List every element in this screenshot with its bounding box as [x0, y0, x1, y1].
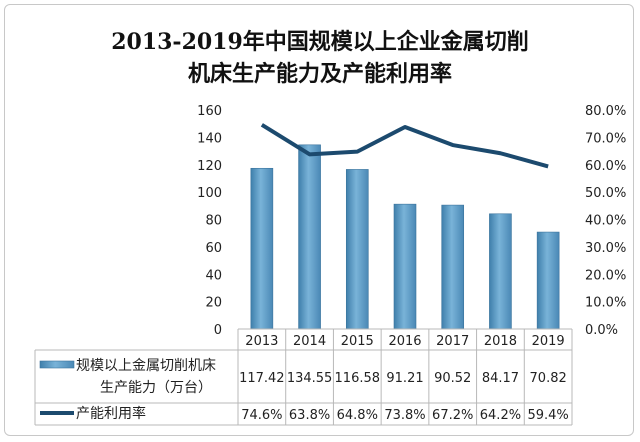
x-tick-label: 2017	[436, 334, 469, 349]
x-tick-label: 2013	[245, 334, 278, 349]
y-tick-label: 100	[197, 186, 222, 201]
y2-tick-label: 10.0%	[585, 296, 626, 311]
data-label-capacity: 84.17	[482, 371, 519, 386]
y-tick-label: 160	[197, 104, 222, 119]
y-tick-label: 20	[205, 296, 222, 311]
x-tick-label: 2014	[293, 334, 326, 349]
x-tick-label: 2016	[388, 334, 421, 349]
bar	[489, 213, 512, 330]
y-tick-label: 0	[214, 323, 222, 338]
bar	[345, 169, 369, 330]
y-tick-label: 80	[205, 214, 222, 229]
x-tick-label: 2018	[484, 334, 517, 349]
y2-tick-label: 80.0%	[585, 104, 626, 119]
legend-key-bar	[39, 360, 75, 369]
data-label-capacity: 91.21	[386, 371, 423, 386]
data-label-utilization: 74.6%	[241, 408, 282, 423]
bar	[536, 231, 560, 330]
y2-tick-label: 60.0%	[585, 159, 626, 174]
bar	[441, 204, 465, 330]
data-label-utilization: 73.8%	[384, 408, 425, 423]
bar	[393, 203, 417, 330]
y2-tick-label: 40.0%	[585, 214, 626, 229]
y2-tick-label: 50.0%	[585, 186, 626, 201]
data-label-capacity: 134.55	[287, 371, 333, 386]
y-tick-label: 60	[205, 241, 222, 256]
legend-label-capacity: 生产能力（万台）	[100, 380, 212, 396]
data-label-capacity: 90.52	[434, 371, 471, 386]
legend-label-capacity: 规模以上金属切削机床	[76, 358, 216, 374]
y-tick-label: 40	[205, 268, 222, 283]
y2-tick-label: 30.0%	[585, 241, 626, 256]
bar	[298, 144, 321, 330]
legend-label-utilization: 产能利用率	[76, 405, 146, 422]
data-label-capacity: 70.82	[530, 371, 567, 386]
data-label-utilization: 67.2%	[432, 408, 473, 423]
y-tick-label: 120	[197, 159, 222, 174]
data-label-utilization: 64.2%	[480, 408, 521, 423]
data-label-capacity: 117.42	[239, 371, 285, 386]
y-tick-label: 140	[197, 131, 222, 146]
x-tick-label: 2015	[341, 334, 374, 349]
chart-title-line1: 2013-2019年中国规模以上企业金属切削	[111, 29, 529, 55]
y2-tick-label: 70.0%	[585, 131, 626, 146]
y2-tick-label: 0.0%	[585, 323, 618, 338]
data-label-utilization: 59.4%	[527, 408, 568, 423]
bar	[250, 167, 274, 330]
data-label-utilization: 63.8%	[289, 408, 330, 423]
line-series-utilization	[260, 123, 549, 169]
chart-title-line2: 机床生产能力及产能利用率	[187, 61, 452, 87]
chart-frame	[4, 4, 634, 436]
data-label-capacity: 116.58	[335, 371, 381, 386]
y2-tick-label: 20.0%	[585, 268, 626, 283]
x-tick-label: 2019	[532, 334, 565, 349]
data-label-utilization: 64.8%	[337, 408, 378, 423]
